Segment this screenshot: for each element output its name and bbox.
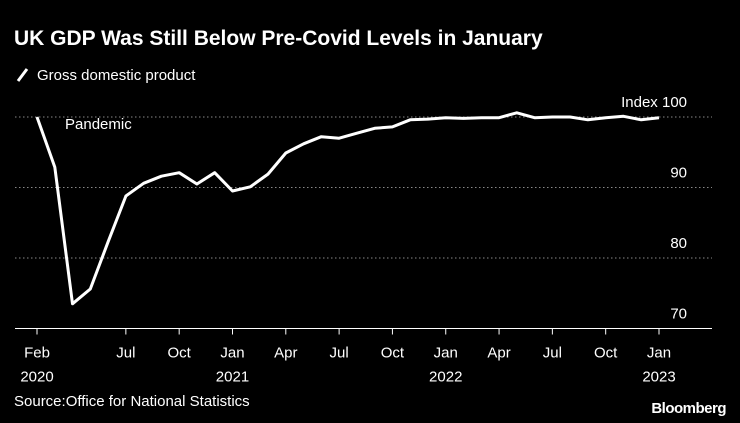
x-tick-label: Jul xyxy=(543,345,562,362)
x-tick-label: Apr xyxy=(274,345,297,362)
line-series xyxy=(35,111,660,306)
x-tick-label: Oct xyxy=(594,345,618,362)
x-tick-year: 2022 xyxy=(429,369,462,386)
x-tick-label: Jan xyxy=(647,345,671,362)
annotation: Pandemic xyxy=(65,116,132,133)
x-tick-year: 2021 xyxy=(216,369,249,386)
x-tick-label: Oct xyxy=(381,345,405,362)
legend-label: Gross domestic product xyxy=(37,67,196,84)
y-tick-label: 70 xyxy=(670,306,687,323)
x-tick-label: Apr xyxy=(487,345,510,362)
x-tick-label: Jul xyxy=(116,345,135,362)
x-tick-label: Jan xyxy=(220,345,244,362)
brand: Bloomberg xyxy=(651,400,726,417)
chart-title: UK GDP Was Still Below Pre-Covid Levels … xyxy=(14,27,543,50)
x-tick-year: 2023 xyxy=(642,369,675,386)
x-tick-label: Jan xyxy=(434,345,458,362)
x-tick-label: Oct xyxy=(167,345,191,362)
x-tick-label: Jul xyxy=(330,345,349,362)
y-tick-label: 90 xyxy=(670,165,687,182)
x-tick-year: 2020 xyxy=(20,369,53,386)
legend-swatch xyxy=(16,68,29,82)
y-tick-label: 80 xyxy=(670,235,687,252)
x-tick-label: Feb xyxy=(24,345,50,362)
y-tick-label: Index 100 xyxy=(621,94,687,111)
source: Source:Office for National Statistics xyxy=(14,393,250,410)
